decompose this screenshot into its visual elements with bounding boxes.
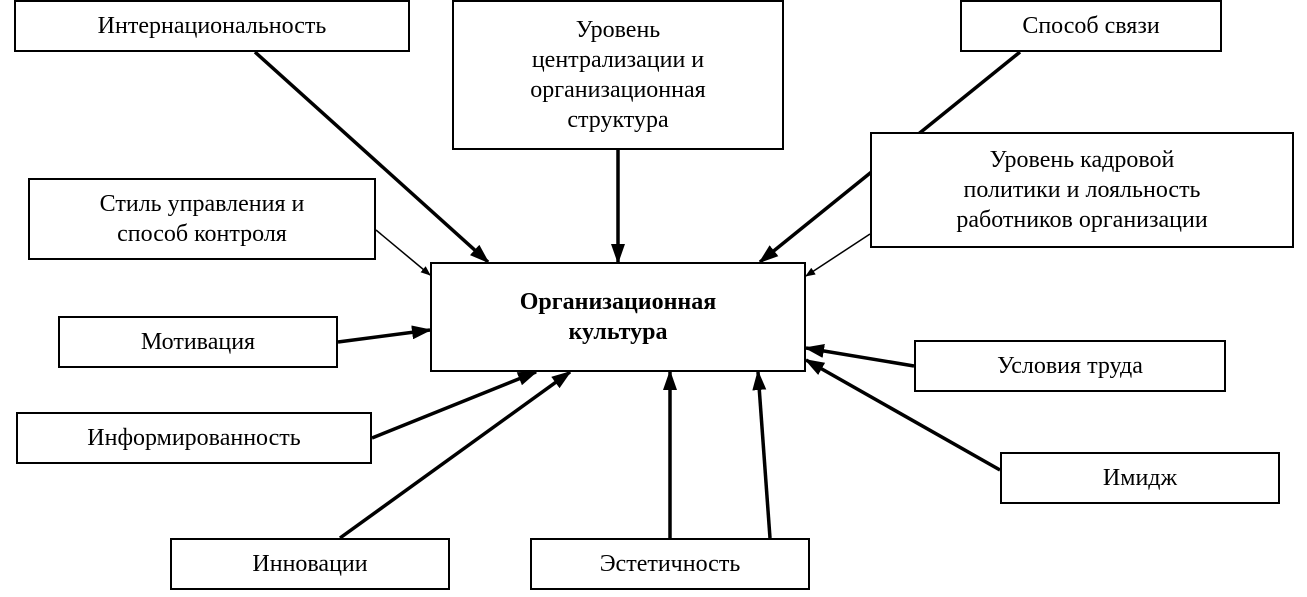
node-n10: Инновации: [170, 538, 450, 590]
edge-11: [758, 372, 770, 538]
node-n8: Информированность: [16, 412, 372, 464]
node-n7: Условия труда: [914, 340, 1226, 392]
node-n11: Эстетичность: [530, 538, 810, 590]
node-n9: Имидж: [1000, 452, 1280, 504]
edge-7: [372, 372, 536, 438]
node-n6: Мотивация: [58, 316, 338, 368]
edge-9: [340, 372, 570, 538]
node-n5: Уровень кадровой политики и лояльность р…: [870, 132, 1294, 248]
node-n3: Способ связи: [960, 0, 1222, 52]
node-n1: Интернациональность: [14, 0, 410, 52]
edge-4: [806, 234, 870, 276]
center-node: Организационная культура: [430, 262, 806, 372]
diagram-canvas: Организационная культура Интернациональн…: [0, 0, 1307, 597]
edge-3: [376, 230, 430, 275]
node-n2: Уровень централизации и организационная …: [452, 0, 784, 150]
edge-5: [338, 330, 430, 342]
node-n4: Стиль управления и способ контроля: [28, 178, 376, 260]
edge-6: [806, 348, 914, 366]
